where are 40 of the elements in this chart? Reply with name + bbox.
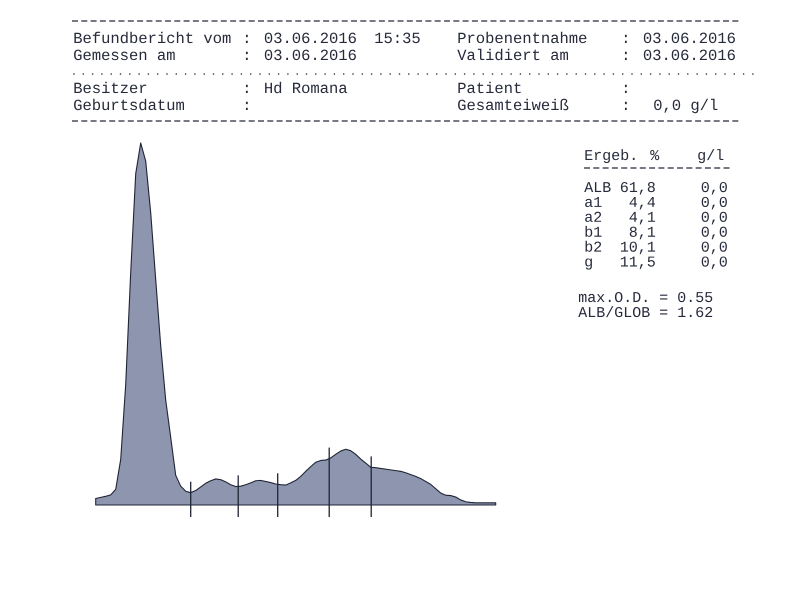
text: 11,5	[620, 256, 655, 270]
text: 0,0	[702, 212, 727, 224]
text: 4,1	[630, 212, 656, 224]
text: 0,0 g/l	[654, 98, 718, 114]
text: :	[624, 84, 627, 93]
text: 8,1	[630, 226, 656, 240]
text: a1	[585, 197, 602, 208]
text: Patient	[458, 82, 521, 94]
text: 61,8	[620, 182, 655, 195]
text: Gesamteiweiß	[458, 98, 568, 110]
text: : 03.06.2016	[246, 32, 356, 44]
text: ALB/GLOB = 1.62	[578, 306, 712, 318]
text: Gemessen am	[74, 50, 175, 60]
text: : 03.06.2016	[246, 50, 356, 60]
text: 0,0	[702, 196, 727, 210]
text: : 03.06.2016	[624, 50, 735, 60]
text: a2	[585, 212, 602, 222]
text: 4,4	[630, 197, 656, 210]
text: 15:35	[375, 32, 420, 44]
text: Probenentnahme	[458, 32, 586, 44]
text: Befundbericht vom	[74, 32, 230, 44]
text: Geburtsdatum	[74, 98, 184, 110]
text: 0,0	[702, 226, 727, 240]
text: Validiert am	[457, 48, 568, 60]
text: : Hd Romana	[246, 82, 348, 94]
text: max.O.D. = 0.55	[578, 292, 712, 302]
text: g	[585, 258, 592, 270]
text: b2	[586, 240, 602, 252]
text: : 03.06.2016	[624, 32, 735, 44]
text: 0,0	[702, 242, 727, 254]
text: 0,0	[702, 256, 727, 270]
text: ALB	[584, 182, 611, 192]
text: 0,0	[702, 182, 727, 195]
text: :	[624, 102, 627, 110]
text: Besitzer	[74, 82, 146, 94]
text: Ergeb. %	[585, 149, 660, 164]
text: :	[246, 102, 248, 110]
text: 10,1	[620, 242, 656, 254]
text: g/l	[698, 149, 724, 164]
text: b1	[586, 226, 602, 237]
